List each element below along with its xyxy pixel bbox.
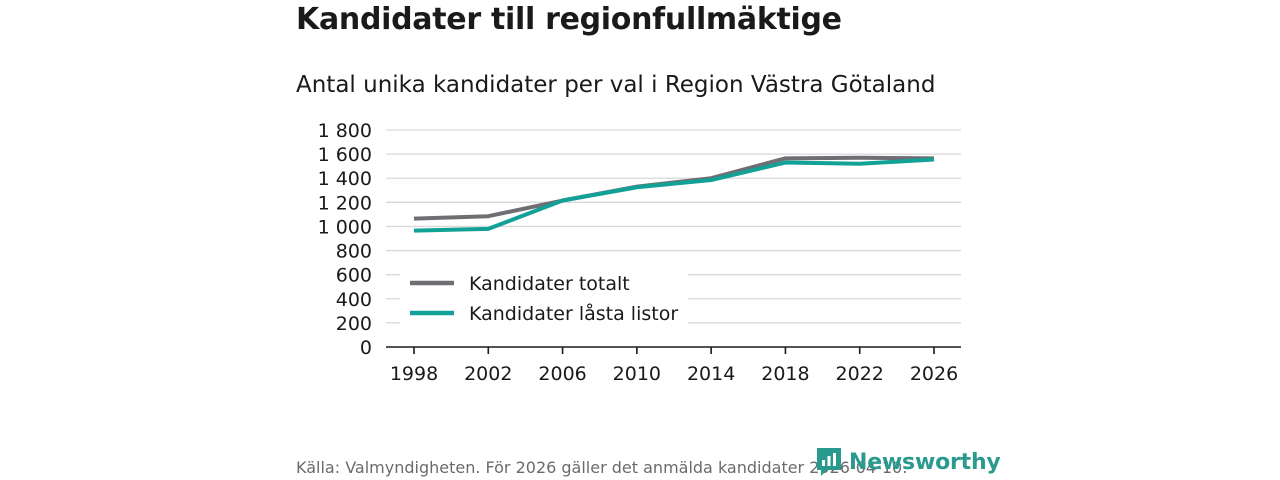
x-tick-label: 2018 <box>761 363 809 385</box>
x-tick-label: 2010 <box>613 363 661 385</box>
y-tick-label: 400 <box>336 289 372 311</box>
y-tick-label: 1 600 <box>318 144 372 166</box>
newsworthy-logo-text: Newsworthy <box>849 449 1001 475</box>
chart-title: Kandidater till regionfullmäktige <box>296 2 842 37</box>
series-line-kandidater-totalt <box>413 155 935 221</box>
x-tick-label: 2026 <box>910 363 958 385</box>
y-tick-label: 1 400 <box>318 168 372 190</box>
legend-background <box>400 267 688 329</box>
newsworthy-logo: Newsworthy <box>815 446 1001 478</box>
x-tick-label: 2022 <box>836 363 884 385</box>
x-tick-label: 2006 <box>538 363 586 385</box>
legend-label-kandidater-lasta-listor: Kandidater låsta listor <box>469 302 678 325</box>
source-note: Källa: Valmyndigheten. För 2026 gäller d… <box>296 458 908 477</box>
y-tick-label: 1 800 <box>318 120 372 142</box>
newsworthy-logo-icon <box>817 448 841 476</box>
x-tick-label: 2002 <box>464 363 512 385</box>
x-tick-label: 2014 <box>687 363 735 385</box>
y-tick-label: 1 200 <box>318 192 372 214</box>
y-tick-label: 0 <box>360 337 372 359</box>
x-tick-label: 1998 <box>390 363 438 385</box>
chart-subtitle: Antal unika kandidater per val i Region … <box>296 72 936 98</box>
legend-label-kandidater-totalt: Kandidater totalt <box>469 273 630 295</box>
y-tick-label: 200 <box>336 313 372 335</box>
y-tick-label: 800 <box>336 241 372 263</box>
y-tick-label: 1 000 <box>318 216 372 238</box>
y-tick-label: 600 <box>336 265 372 287</box>
series-line-kandidater-lasta-listor <box>413 157 935 233</box>
